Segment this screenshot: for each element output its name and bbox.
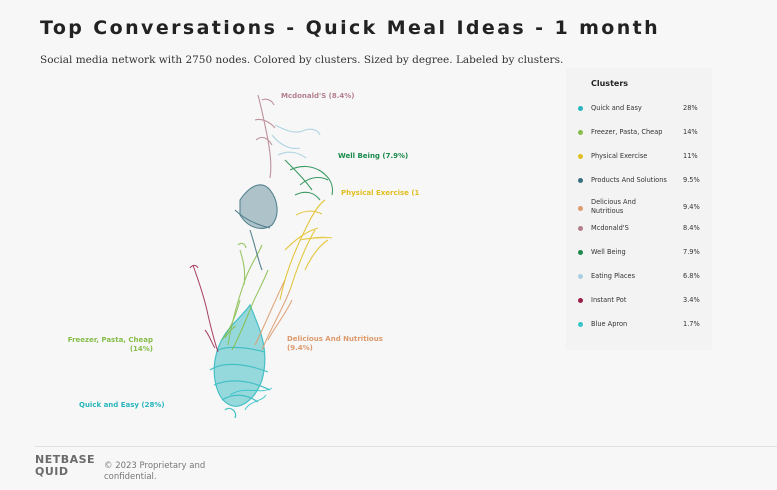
cluster-products-solutions [234, 184, 278, 271]
legend-item-name: Instant Pot [591, 296, 627, 304]
cluster-quick-and-easy [209, 303, 271, 419]
legend-item: Delicious And Nutritious 9.4% [566, 198, 712, 218]
label-freezer-line1: Freezer, Pasta, Cheap [68, 336, 153, 344]
legend-item-pct: 9.4% [683, 203, 700, 211]
netbase-quid-logo: NETBASE QUID [35, 454, 97, 480]
legend-item-pct: 7.9% [683, 248, 700, 256]
legend-color-dot [578, 206, 583, 211]
legend-color-dot [578, 274, 583, 279]
legend-item-pct: 8.4% [683, 224, 700, 232]
legend-item-pct: 6.8% [683, 272, 700, 280]
legend-item-name: Freezer, Pasta, Cheap [591, 128, 663, 136]
legend-color-dot [578, 322, 583, 327]
cluster-physical-exercise [279, 199, 333, 301]
legend-item-pct: 9.5% [683, 176, 700, 184]
cluster-mcdonalds [254, 94, 276, 179]
legend-item-pct: 1.7% [683, 320, 700, 328]
cluster-well-being [284, 159, 334, 201]
legend-color-dot [578, 130, 583, 135]
label-freezer-line2: (14%) [130, 345, 153, 353]
legend-item: Instant Pot 3.4% [566, 296, 712, 316]
legend-item-name: Quick and Easy [591, 104, 642, 112]
cluster-eating-places [271, 124, 321, 159]
network-graph: Mcdonald'S (8.4%) Well Being (7.9%) Phys… [68, 92, 420, 419]
legend-color-dot [578, 106, 583, 111]
legend-color-dot [578, 178, 583, 183]
legend-item: Well Being 7.9% [566, 248, 712, 268]
legend-item-name: Physical Exercise [591, 152, 648, 160]
label-quick-easy: Quick and Easy (28%) [79, 401, 165, 409]
footer-divider [35, 446, 777, 447]
legend-item-name: Eating Places [591, 272, 636, 280]
legend-item-name: Blue Apron [591, 320, 628, 328]
copyright-text: © 2023 Proprietary and confidential. [104, 461, 206, 482]
legend-color-dot [578, 250, 583, 255]
legend-item-pct: 28% [683, 104, 698, 112]
logo-bottom-text: QUID [35, 465, 69, 478]
legend-item: Blue Apron 1.7% [566, 320, 712, 340]
cluster-blue-apron [229, 387, 273, 411]
legend-item-name: Delicious And Nutritious [591, 198, 636, 215]
label-physical-exercise: Physical Exercise (11%) [341, 189, 420, 197]
cluster-freezer [221, 242, 269, 351]
legend-item: Mcdonald'S 8.4% [566, 224, 712, 244]
legend-color-dot [578, 226, 583, 231]
legend-color-dot [578, 298, 583, 303]
legend-item: Eating Places 6.8% [566, 272, 712, 292]
label-mcdonalds: Mcdonald'S (8.4%) [281, 92, 355, 100]
legend-item-name: Well Being [591, 248, 626, 256]
label-well-being: Well Being (7.9%) [338, 152, 408, 160]
cluster-delicious [254, 279, 293, 351]
legend-item-pct: 3.4% [683, 296, 700, 304]
legend-color-dot [578, 154, 583, 159]
legend-item-pct: 11% [683, 152, 698, 160]
page-subtitle: Social media network with 2750 nodes. Co… [40, 54, 564, 66]
legend-title: Clusters [591, 79, 629, 88]
logo-top-text: NETBASE [35, 453, 96, 466]
legend-item-pct: 14% [683, 128, 698, 136]
legend-item-name: Mcdonald'S [591, 224, 629, 232]
label-delicious-line1: Delicious And Nutritious [287, 335, 383, 343]
legend-item-name: Products And Solutions [591, 176, 667, 184]
page-title: Top Conversations - Quick Meal Ideas - 1… [40, 17, 661, 39]
legend-item: Products And Solutions 9.5% [566, 176, 712, 196]
label-delicious-line2: (9.4%) [287, 344, 313, 352]
legend-item: Freezer, Pasta, Cheap 14% [566, 128, 712, 148]
cluster-instant-pot [189, 264, 219, 353]
clusters-legend: Clusters Quick and Easy 28% Freezer, Pasta… [566, 68, 712, 350]
legend-item: Physical Exercise 11% [566, 152, 712, 172]
legend-item: Quick and Easy 28% [566, 104, 712, 124]
